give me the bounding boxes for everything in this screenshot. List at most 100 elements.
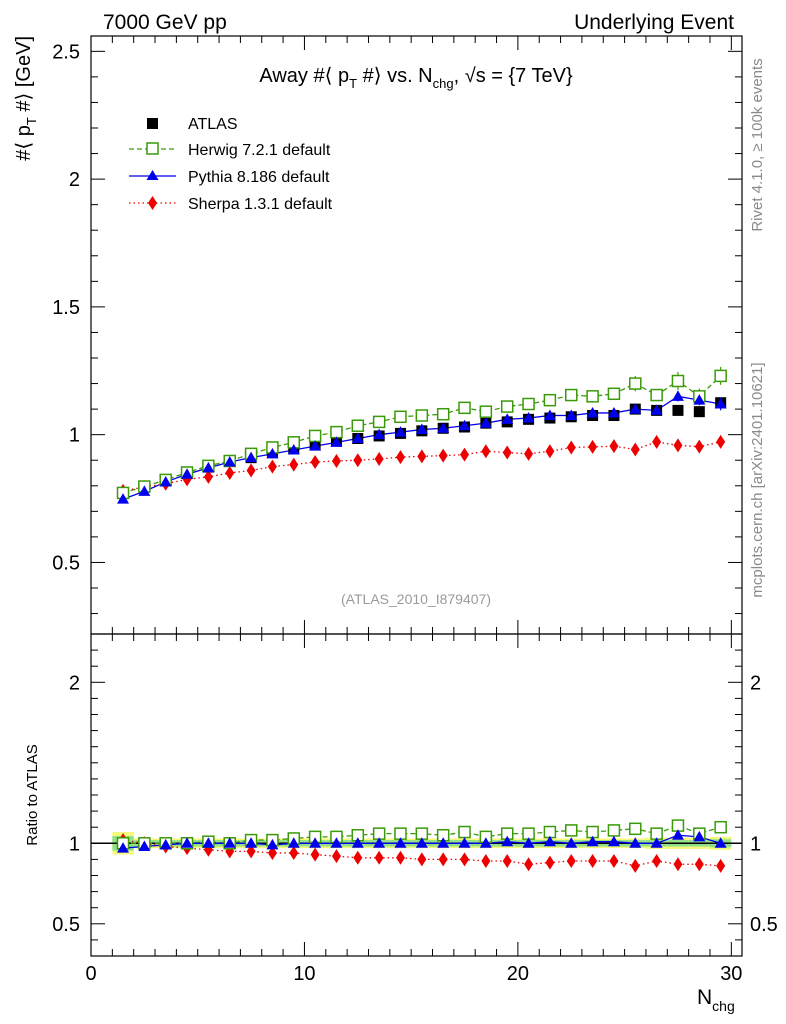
sherpa-point (630, 442, 640, 457)
pythia-point (479, 837, 492, 848)
sherpa-point (502, 445, 512, 460)
herwig-point (586, 390, 599, 403)
sherpa-point (310, 847, 320, 862)
pythia-point (607, 835, 620, 847)
herwig-point (500, 400, 514, 413)
sherpa-point (417, 852, 427, 867)
pythia-point (501, 835, 514, 847)
pythia-point (351, 432, 364, 443)
herwig-point (458, 401, 471, 415)
pythia-point (714, 398, 727, 409)
mcplots-reference-label: mcplots.cern.ch [arXiv:2401.10621] (749, 362, 766, 597)
pythia-point (287, 444, 300, 455)
sherpa-point (694, 439, 704, 454)
sherpa-point (395, 850, 405, 865)
herwig-point (671, 374, 685, 388)
sherpa-point (481, 854, 491, 869)
pythia-point (415, 837, 428, 848)
sherpa-point (694, 857, 704, 872)
herwig-point (714, 369, 727, 383)
pythia-point (117, 842, 130, 853)
sherpa-point (289, 845, 299, 860)
sherpa-point (609, 439, 619, 454)
sherpa-point (374, 451, 384, 466)
legend-item-herwig: Herwig 7.2.1 default (129, 142, 331, 159)
pythia-point (543, 409, 556, 420)
sherpa-point (267, 459, 277, 474)
main-series (116, 366, 727, 504)
pythia-point (351, 837, 364, 848)
pythia-point (671, 829, 684, 840)
sherpa-point (588, 439, 598, 454)
sherpa-point (588, 854, 598, 869)
sherpa-point (652, 434, 662, 449)
y-tick-label-main: 1 (69, 425, 80, 447)
sherpa-point (331, 849, 341, 864)
pythia-point (693, 830, 706, 842)
herwig-point (607, 824, 621, 837)
legend-item-pythia: Pythia 8.186 default (129, 169, 330, 186)
pythia-point (501, 413, 514, 424)
pythia-point (202, 461, 215, 473)
pythia-point (373, 837, 386, 848)
sherpa-point (246, 463, 256, 478)
pythia-point (565, 837, 578, 848)
x-tick-label: 20 (507, 963, 529, 985)
legend-item-sherpa: Sherpa 1.3.1 default (129, 196, 333, 213)
sherpa-point (310, 455, 320, 470)
pythia-point (330, 837, 343, 848)
pythia-point (479, 417, 492, 428)
pythia-point (223, 837, 236, 848)
pythia-point (266, 838, 279, 850)
y-tick-label-ratio-right: 0.5 (750, 914, 778, 936)
legend-label-herwig: Herwig 7.2.1 default (188, 142, 331, 159)
plot-title: Away #⟨ pT #⟩ vs. Nchg, √s = {7 TeV} (259, 65, 573, 91)
axis-ticks: 0 10 20 30 0.5 1 1.5 2 2.5 0.5 0.5 1 1 2 2 (52, 36, 778, 985)
sherpa-point (460, 447, 470, 462)
herwig-point (714, 820, 727, 834)
y-tick-label-ratio-right: 2 (750, 672, 761, 694)
herwig-point (351, 419, 365, 432)
sherpa-point (652, 854, 662, 869)
sherpa-point (673, 857, 683, 872)
sherpa-point (331, 453, 341, 468)
pythia-point (586, 835, 599, 847)
sherpa-point (374, 850, 384, 865)
header-right: Underlying Event (574, 11, 734, 34)
pythia-point (693, 394, 706, 405)
sherpa-point (545, 444, 555, 459)
herwig-point (543, 393, 557, 407)
herwig-point (308, 429, 322, 443)
pythia-point (671, 390, 684, 401)
legend-marker-herwig (146, 142, 159, 155)
herwig-point (458, 825, 471, 839)
herwig-point (564, 824, 578, 837)
herwig-line (122, 375, 722, 494)
pythia-point (415, 423, 428, 435)
y-tick-label-main: 2 (69, 169, 80, 191)
pythia-point (330, 436, 343, 447)
y-axis-label-main: #⟨ pT #⟩ [GeV] (13, 36, 39, 161)
legend-item-atlas: ATLAS (147, 116, 238, 133)
pythia-point (287, 837, 300, 848)
pythia-point (565, 409, 578, 420)
sherpa-point (353, 453, 363, 468)
header-left: 7000 GeV pp (103, 11, 227, 34)
pythia-point (437, 837, 450, 848)
herwig-point (415, 409, 429, 422)
sherpa-point (246, 844, 256, 859)
sherpa-point (417, 449, 427, 464)
pythia-point (202, 837, 215, 848)
pythia-point (629, 403, 642, 414)
pythia-point (373, 428, 386, 440)
sherpa-point (353, 850, 363, 865)
pythia-point (458, 837, 471, 848)
sherpa-line (122, 839, 721, 867)
sherpa-point (438, 448, 448, 463)
pythia-point (522, 412, 535, 423)
sherpa-point (225, 466, 235, 480)
pythia-point (181, 837, 194, 848)
herwig-point (479, 405, 493, 418)
x-tick-label: 10 (293, 963, 315, 985)
